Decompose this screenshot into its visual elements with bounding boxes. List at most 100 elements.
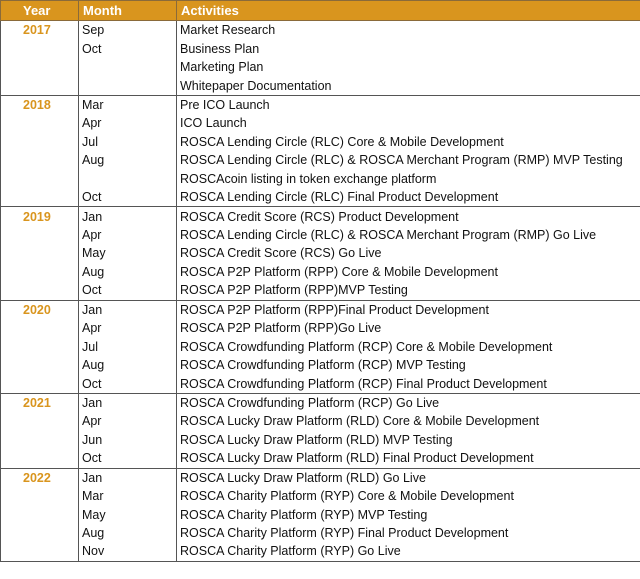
month-cell: May bbox=[78, 505, 177, 524]
table-row: Oct ROSCA Crowdfunding Platform (RCP) Fin… bbox=[0, 374, 640, 394]
year-cell bbox=[0, 39, 79, 58]
month-cell: Mar bbox=[78, 486, 177, 506]
activity-cell: ROSCA Charity Platform (RYP) Core & Mobi… bbox=[176, 486, 640, 506]
activity-cell: ROSCA Crowdfunding Platform (RCP) Final … bbox=[176, 374, 640, 394]
activity-cell: ROSCA Credit Score (RCS) Product Develop… bbox=[176, 206, 640, 226]
year-cell bbox=[0, 132, 79, 152]
table-row: Mar ROSCA Charity Platform (RYP) Core & M… bbox=[0, 486, 640, 506]
activity-cell: ROSCAcoin listing in token exchange plat… bbox=[176, 169, 640, 188]
month-cell: Jun bbox=[78, 430, 177, 450]
activity-cell: ROSCA Lending Circle (RLC) Core & Mobile… bbox=[176, 132, 640, 152]
activity-cell: ROSCA Charity Platform (RYP) Go Live bbox=[176, 542, 640, 562]
activity-cell: ROSCA P2P Platform (RPP)Go Live bbox=[176, 319, 640, 338]
year-cell bbox=[0, 262, 79, 282]
activity-cell: ICO Launch bbox=[176, 114, 640, 133]
table-row: ROSCAcoin listing in token exchange plat… bbox=[0, 169, 640, 188]
activity-cell: ROSCA Crowdfunding Platform (RCP) Go Liv… bbox=[176, 392, 640, 413]
table-row: Apr ROSCA Lucky Draw Platform (RLD) Core … bbox=[0, 412, 640, 431]
table-row: Marketing Plan bbox=[0, 57, 640, 77]
month-cell: Apr bbox=[78, 319, 177, 338]
month-cell: Sep bbox=[78, 20, 177, 40]
activity-cell: ROSCA Lending Circle (RLC) Final Product… bbox=[176, 187, 640, 207]
activity-cell: ROSCA P2P Platform (RPP)MVP Testing bbox=[176, 281, 640, 301]
month-cell: Jan bbox=[78, 206, 177, 226]
table-row: Oct ROSCA P2P Platform (RPP)MVP Testing bbox=[0, 281, 640, 301]
table-row: 2021 Jan ROSCA Crowdfunding Platform (RCP)… bbox=[0, 392, 640, 413]
table-row: Jul ROSCA Lending Circle (RLC) Core & Mob… bbox=[0, 132, 640, 152]
year-cell bbox=[0, 57, 79, 77]
month-cell: Apr bbox=[78, 412, 177, 431]
year-cell bbox=[0, 244, 79, 263]
table-row: Oct ROSCA Lucky Draw Platform (RLD) Final… bbox=[0, 449, 640, 468]
month-cell: Aug bbox=[78, 355, 177, 375]
activity-cell: Marketing Plan bbox=[176, 57, 640, 77]
month-cell: Oct bbox=[78, 374, 177, 394]
year-cell bbox=[0, 187, 79, 207]
activity-cell: Business Plan bbox=[176, 39, 640, 58]
year-cell bbox=[0, 114, 79, 133]
year-cell bbox=[0, 225, 79, 245]
year-cell: 2021 bbox=[0, 392, 79, 413]
table-row: Aug ROSCA Crowdfunding Platform (RCP) MVP… bbox=[0, 355, 640, 375]
month-header: Month bbox=[78, 0, 177, 21]
activity-cell: ROSCA Crowdfunding Platform (RCP) MVP Te… bbox=[176, 355, 640, 375]
year-cell: 2020 bbox=[0, 299, 79, 319]
month-cell: Apr bbox=[78, 225, 177, 245]
month-cell: Oct bbox=[78, 449, 177, 468]
table-row: Oct ROSCA Lending Circle (RLC) Final Prod… bbox=[0, 187, 640, 207]
year-cell: 2017 bbox=[0, 20, 79, 40]
table-row: 2019 Jan ROSCA Credit Score (RCS) Product … bbox=[0, 206, 640, 226]
activity-cell: ROSCA Charity Platform (RYP) MVP Testing bbox=[176, 505, 640, 524]
year-cell bbox=[0, 486, 79, 506]
month-cell: Aug bbox=[78, 262, 177, 282]
year-cell bbox=[0, 412, 79, 431]
activity-cell: ROSCA Lucky Draw Platform (RLD) Final Pr… bbox=[176, 449, 640, 468]
year-cell bbox=[0, 319, 79, 338]
activity-cell: ROSCA Lucky Draw Platform (RLD) Go Live bbox=[176, 467, 640, 487]
table-row: Whitepaper Documentation bbox=[0, 76, 640, 96]
activity-cell: Market Research bbox=[176, 20, 640, 40]
table-row: Oct Business Plan bbox=[0, 39, 640, 58]
table-row: May ROSCA Credit Score (RCS) Go Live bbox=[0, 244, 640, 263]
year-cell bbox=[0, 151, 79, 170]
month-cell: Nov bbox=[78, 542, 177, 562]
month-cell: Jul bbox=[78, 337, 177, 356]
table-row: Jul ROSCA Crowdfunding Platform (RCP) Cor… bbox=[0, 337, 640, 356]
month-cell: Jan bbox=[78, 467, 177, 487]
month-cell: Jan bbox=[78, 299, 177, 319]
activity-cell: ROSCA Lending Circle (RLC) & ROSCA Merch… bbox=[176, 225, 640, 245]
activity-cell: Pre ICO Launch bbox=[176, 94, 640, 115]
year-cell bbox=[0, 505, 79, 524]
activity-cell: ROSCA Charity Platform (RYP) Final Produ… bbox=[176, 523, 640, 543]
table-row: Aug ROSCA P2P Platform (RPP) Core & Mobil… bbox=[0, 262, 640, 282]
table-row: Aug ROSCA Charity Platform (RYP) Final Pr… bbox=[0, 523, 640, 543]
table-row: 2018 Mar Pre ICO Launch bbox=[0, 94, 640, 115]
table-row: Apr ICO Launch bbox=[0, 114, 640, 133]
table-row: 2017 Sep Market Research bbox=[0, 20, 640, 40]
month-cell: May bbox=[78, 244, 177, 263]
activity-cell: ROSCA Lucky Draw Platform (RLD) Core & M… bbox=[176, 412, 640, 431]
year-cell bbox=[0, 374, 79, 394]
year-cell bbox=[0, 169, 79, 188]
year-cell: 2018 bbox=[0, 94, 79, 115]
year-cell bbox=[0, 542, 79, 562]
activity-cell: ROSCA Lucky Draw Platform (RLD) MVP Test… bbox=[176, 430, 640, 450]
month-cell: Apr bbox=[78, 114, 177, 133]
year-cell bbox=[0, 449, 79, 468]
table-row: Aug ROSCA Lending Circle (RLC) & ROSCA Me… bbox=[0, 151, 640, 170]
table-row: Nov ROSCA Charity Platform (RYP) Go Live bbox=[0, 542, 640, 562]
year-cell: 2022 bbox=[0, 467, 79, 487]
year-cell bbox=[0, 337, 79, 356]
activity-cell: ROSCA Crowdfunding Platform (RCP) Core &… bbox=[176, 337, 640, 356]
year-cell bbox=[0, 76, 79, 96]
month-cell: Oct bbox=[78, 187, 177, 207]
activity-cell: ROSCA P2P Platform (RPP)Final Product De… bbox=[176, 299, 640, 319]
month-cell: Aug bbox=[78, 523, 177, 543]
header-row: Year Month Activities bbox=[0, 0, 640, 21]
month-cell bbox=[78, 76, 177, 96]
month-cell: Oct bbox=[78, 281, 177, 301]
table-row: Apr ROSCA Lending Circle (RLC) & ROSCA Me… bbox=[0, 225, 640, 245]
month-cell bbox=[78, 57, 177, 77]
activity-cell: ROSCA Lending Circle (RLC) & ROSCA Merch… bbox=[176, 151, 640, 170]
table-row: Jun ROSCA Lucky Draw Platform (RLD) MVP T… bbox=[0, 430, 640, 450]
